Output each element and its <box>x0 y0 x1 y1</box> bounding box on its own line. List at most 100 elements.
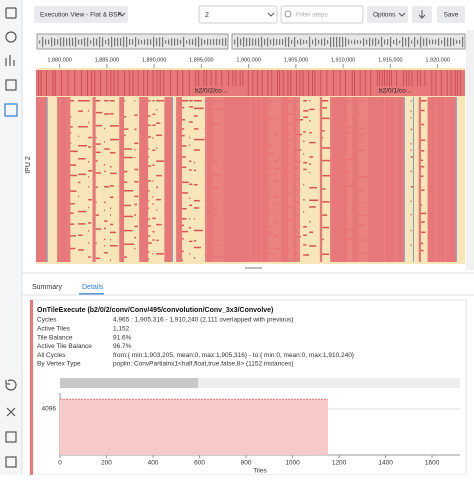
compute-dash <box>309 206 316 208</box>
compute-dash <box>182 128 185 130</box>
nav-icon[interactable] <box>5 431 17 443</box>
minimap-tick <box>81 39 83 45</box>
compute-block <box>427 97 437 262</box>
compute-dash <box>309 231 314 233</box>
details-accent <box>30 300 33 475</box>
step-divider <box>100 70 101 96</box>
minimap-tick <box>447 37 449 47</box>
range-selection[interactable] <box>60 378 198 388</box>
range-slider[interactable] <box>60 378 460 388</box>
step-divider <box>351 70 353 96</box>
compute-dash <box>156 209 158 211</box>
details-rows: Cycles 4,965 : 1,905,316 - 1,910,240 (2,1… <box>37 317 355 368</box>
compute-dash <box>410 170 412 173</box>
step-divider <box>277 70 278 96</box>
tile-cycles-area <box>60 399 328 455</box>
tab-active[interactable]: Details <box>82 284 104 291</box>
execution-blocks <box>36 70 465 262</box>
compute-dash <box>421 159 424 162</box>
nav-icon[interactable] <box>5 55 15 66</box>
compute-dash <box>104 201 106 204</box>
save-button[interactable] <box>437 6 465 23</box>
minimap-tick <box>204 39 206 45</box>
options-button[interactable] <box>367 6 408 23</box>
compute-dash <box>95 186 98 188</box>
nav-icon[interactable] <box>5 7 17 19</box>
minimap-tick <box>261 36 263 48</box>
step-divider <box>379 70 380 96</box>
compute-dash <box>104 186 110 188</box>
minimap-tick <box>255 38 257 46</box>
compute-dash <box>95 242 97 244</box>
step-divider <box>384 70 385 96</box>
compute-dash <box>88 198 93 201</box>
block-label-bg <box>193 86 245 96</box>
filter-input[interactable] <box>280 5 364 24</box>
step-divider <box>147 70 148 96</box>
compute-dash <box>88 186 90 188</box>
compute-dash <box>88 229 90 232</box>
compute-dash <box>421 165 425 168</box>
minimap-tick <box>258 37 260 47</box>
minimap-tick <box>84 37 86 47</box>
compute-dash <box>182 259 184 261</box>
compute-dash <box>152 124 156 126</box>
compute-dash <box>421 139 426 142</box>
nav-icon[interactable] <box>6 407 16 417</box>
ipu-select[interactable] <box>198 5 278 24</box>
compute-dash <box>124 148 132 150</box>
step-divider <box>152 70 154 96</box>
step-divider <box>370 70 372 96</box>
compute-dash <box>410 143 412 145</box>
compute-dash <box>156 186 158 189</box>
minimap-tick <box>459 40 461 44</box>
minimap-tick <box>279 39 281 45</box>
tab[interactable]: Summary <box>32 284 62 291</box>
compute-dash <box>78 234 83 237</box>
minimap-tick <box>246 37 248 47</box>
nav-icon[interactable] <box>5 379 17 391</box>
minimap-tick <box>372 38 374 46</box>
step-divider <box>435 70 437 96</box>
compute-dash <box>70 190 77 192</box>
compute-dash <box>309 245 317 247</box>
minimap-tick <box>102 37 104 47</box>
nav-icon-active[interactable] <box>4 103 18 117</box>
compute-dash <box>322 107 328 109</box>
x-tick-label: 1,915,000 <box>378 57 402 63</box>
y-tick-label: 4096 <box>42 406 57 413</box>
minimap-tick <box>192 39 194 45</box>
compute-dash <box>322 188 326 190</box>
minimap-tick <box>240 38 242 46</box>
compute-dash <box>322 238 324 241</box>
compute-dash <box>109 207 112 210</box>
compute-dash <box>189 218 191 220</box>
compute-dash <box>182 106 185 109</box>
minimap-tick <box>60 37 62 47</box>
scrollbar[interactable] <box>466 30 474 270</box>
compute-dash <box>104 251 108 254</box>
compute-block <box>60 97 68 262</box>
compute-dash <box>104 148 110 150</box>
step-divider <box>113 70 115 96</box>
minimap-tick <box>396 38 398 46</box>
nav-icon[interactable] <box>5 456 17 468</box>
compute-block <box>256 97 262 262</box>
minimap-tick <box>315 37 317 47</box>
compute-dash <box>148 242 152 244</box>
view-dropdown[interactable] <box>34 6 128 23</box>
compute-dash <box>309 131 312 134</box>
compute-dash <box>322 130 325 132</box>
compute-dash <box>309 220 311 223</box>
compute-dash <box>134 214 137 216</box>
compute-dash <box>410 244 412 246</box>
nav-icon[interactable] <box>5 31 17 43</box>
minimap-tick <box>234 39 236 45</box>
compute-block <box>262 97 300 262</box>
compute-dash <box>182 192 188 194</box>
compute-dash <box>156 253 164 255</box>
step-divider <box>339 70 341 96</box>
compute-dash <box>95 201 97 203</box>
step-divider <box>163 70 165 96</box>
nav-icon[interactable] <box>5 79 17 91</box>
